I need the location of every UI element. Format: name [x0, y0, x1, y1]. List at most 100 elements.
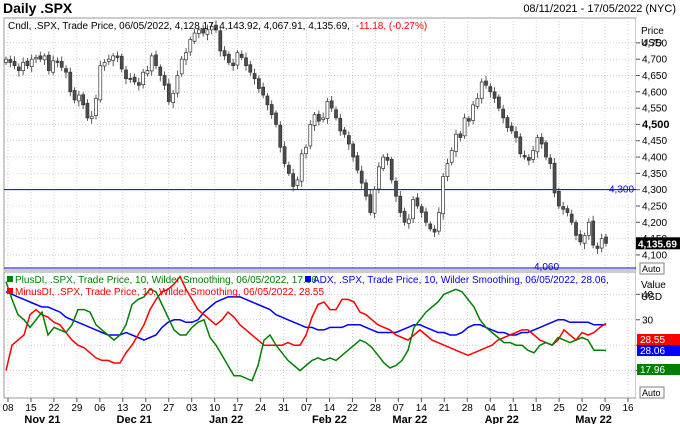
price-auto-button[interactable] [639, 262, 665, 275]
x-month-label: Nov 21 [24, 414, 60, 424]
x-tick-label: 03 [186, 403, 198, 414]
candle-body [42, 55, 47, 61]
candle-body [334, 109, 338, 119]
candle-body [4, 58, 8, 63]
candle-body [304, 146, 308, 155]
candle-body [385, 157, 390, 161]
x-month-label: May 22 [575, 414, 612, 424]
candle-body [377, 166, 381, 190]
last-price-tag [636, 237, 680, 250]
x-tick-label: 13 [117, 403, 129, 414]
candle-body [72, 90, 77, 101]
candle-body [154, 54, 158, 67]
candle-body [265, 95, 270, 106]
candle-body [501, 108, 505, 119]
candle-body [38, 55, 43, 60]
adx-swatch [305, 276, 311, 282]
candle-body [291, 173, 295, 187]
candle-body [231, 62, 235, 67]
x-tick-label: 28 [370, 403, 382, 414]
candle-body [569, 213, 574, 223]
x-tick-label: 22 [347, 403, 359, 414]
candle-body [484, 80, 488, 86]
candle-body [372, 189, 377, 214]
candle-body [119, 55, 124, 70]
indicator-auto-button[interactable] [639, 386, 665, 399]
x-tick-label: 10 [209, 403, 221, 414]
x-month-label: Mar 22 [392, 414, 427, 424]
candle-body [64, 68, 68, 73]
candle-body [342, 129, 347, 135]
candle-body [308, 124, 313, 147]
price-legend-prefix: Cndl, .SPX, Trade Price, 06/05/2022, 4,1… [8, 21, 350, 32]
candle-body [34, 57, 38, 60]
candle-body [98, 65, 103, 101]
candle-body [595, 245, 600, 249]
price-tick-label: 4,650 [642, 71, 667, 82]
candle-body [17, 66, 21, 71]
price-tick-label: 4,200 [642, 218, 667, 229]
candle-body [51, 60, 55, 73]
candle-body [355, 155, 360, 171]
candle-body [192, 32, 197, 42]
x-tick-label: 18 [531, 403, 543, 414]
candle-body [89, 115, 94, 119]
price-axis-area [636, 18, 680, 270]
candle-body [479, 81, 484, 99]
candle-body [77, 94, 81, 102]
candle-body [488, 86, 493, 93]
candle-body [582, 235, 587, 244]
indicator-axis-title: Value [641, 280, 666, 291]
price-axis-title: Price [641, 26, 664, 37]
candle-body [432, 228, 437, 233]
candle-body [21, 62, 25, 71]
title-bar: Daily .SPX 08/11/2021 - 17/05/2022 (NYC) [0, 0, 680, 18]
x-tick-label: 21 [439, 403, 451, 414]
minusdi-value-label: 28.55 [640, 335, 665, 346]
candle-body [179, 58, 184, 75]
candle-body [347, 135, 351, 145]
indicator-tick-label: 40 [642, 290, 654, 301]
candle-body [325, 101, 330, 119]
x-tick-label: 09 [599, 403, 611, 414]
candle-body [81, 94, 85, 106]
candle-body [321, 117, 325, 120]
candle-body [55, 60, 60, 63]
candle-body [295, 179, 300, 186]
minusdi-swatch [7, 288, 13, 294]
price-tick-label: 4,500 [642, 119, 670, 131]
candle-body [25, 60, 30, 67]
candle-body [235, 52, 240, 66]
candle-body [107, 58, 111, 62]
candle-body [587, 221, 591, 236]
price-tick-label: 4,600 [642, 87, 667, 98]
candle-body [299, 153, 304, 182]
candle-body [449, 150, 454, 163]
candle-body [351, 143, 355, 158]
level-4300-label: 4,300 [609, 185, 634, 196]
candle-body [162, 75, 167, 86]
x-tick-label: 07 [393, 403, 405, 414]
minusdi-line [5, 275, 607, 371]
candle-body [244, 57, 248, 67]
indicator-auto-label: Auto [642, 388, 661, 398]
x-tick-label: 29 [71, 403, 83, 414]
candle-body [85, 102, 90, 119]
candle-body [424, 211, 428, 223]
candle-body [145, 70, 150, 75]
candle-body [394, 180, 398, 197]
candle-body [278, 124, 283, 148]
candle-body [59, 61, 64, 68]
candle-body [257, 78, 261, 89]
candle-body [428, 223, 433, 230]
x-tick-label: 15 [25, 403, 37, 414]
candle-body [248, 64, 253, 73]
price-tick-label: 4,750 [642, 38, 667, 49]
price-tick-label: 4,100 [642, 250, 667, 261]
candle-body [561, 206, 565, 210]
candle-body [12, 61, 17, 67]
candle-body [462, 117, 467, 137]
candle-body [222, 50, 227, 57]
indicator-tick-label: 30 [642, 315, 654, 326]
candle-body [252, 73, 257, 80]
